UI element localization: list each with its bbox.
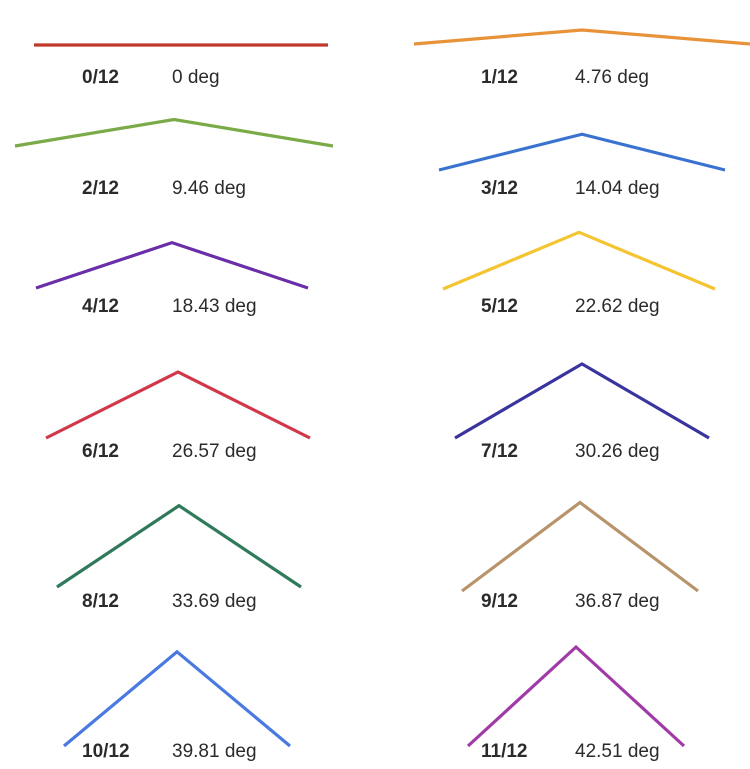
pitch-ratio-label-10-12: 10/12: [82, 741, 130, 762]
roof-line-5-12: [442, 230, 716, 291]
roof-line-9-12: [461, 500, 699, 593]
pitch-angle-label-10-12: 39.81 deg: [172, 741, 257, 762]
pitch-angle-label-3-12: 14.04 deg: [575, 178, 660, 199]
pitch-ratio-label-6-12: 6/12: [82, 441, 119, 462]
pitch-ratio-label-7-12: 7/12: [481, 441, 518, 462]
roof-line-8-12: [56, 503, 302, 589]
pitch-angle-label-4-12: 18.43 deg: [172, 296, 257, 317]
pitch-angle-label-11-12: 42.51 deg: [575, 741, 660, 762]
pitch-angle-label-9-12: 36.87 deg: [575, 591, 660, 612]
pitch-angle-label-8-12: 33.69 deg: [172, 591, 257, 612]
roof-line-2-12: [14, 117, 334, 148]
pitch-ratio-label-1-12: 1/12: [481, 67, 518, 88]
roof-line-11-12: [466, 644, 686, 748]
pitch-ratio-label-2-12: 2/12: [82, 178, 119, 199]
pitch-angle-label-6-12: 26.57 deg: [172, 441, 257, 462]
pitch-ratio-label-9-12: 9/12: [481, 591, 518, 612]
roof-line-10-12: [62, 649, 292, 748]
pitch-ratio-label-4-12: 4/12: [82, 296, 119, 317]
pitch-ratio-label-0-12: 0/12: [82, 67, 119, 88]
roof-line-4-12: [35, 240, 309, 290]
pitch-ratio-label-3-12: 3/12: [481, 178, 518, 199]
pitch-angle-label-5-12: 22.62 deg: [575, 296, 660, 317]
pitch-ratio-label-5-12: 5/12: [481, 296, 518, 317]
pitch-angle-label-7-12: 30.26 deg: [575, 441, 660, 462]
pitch-ratio-label-8-12: 8/12: [82, 591, 119, 612]
roof-line-7-12: [454, 362, 710, 440]
pitch-ratio-label-11-12: 11/12: [481, 741, 528, 762]
roof-line-6-12: [45, 370, 311, 440]
roof-line-1-12: [413, 28, 750, 46]
pitch-angle-label-2-12: 9.46 deg: [172, 178, 246, 199]
pitch-angle-label-1-12: 4.76 deg: [575, 67, 649, 88]
pitch-angle-label-0-12: 0 deg: [172, 67, 220, 88]
roof-line-3-12: [438, 132, 726, 172]
